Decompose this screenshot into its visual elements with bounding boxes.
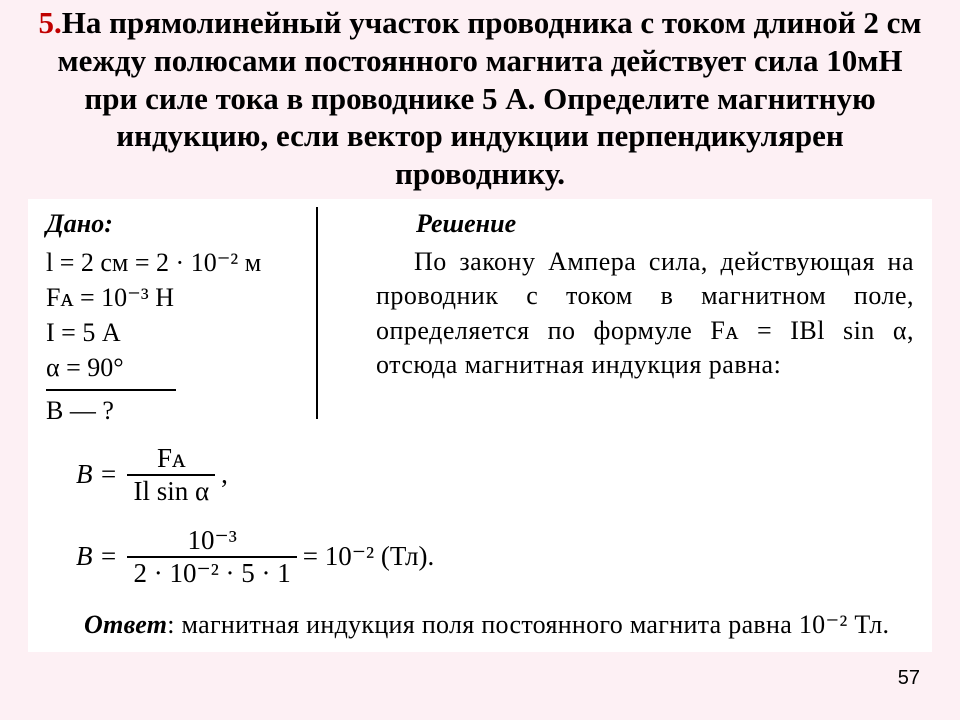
given-header: Дано: [46,209,346,239]
problem-number: 5. [39,5,62,40]
given-column: Дано: l = 2 см = 2 · 10⁻² м Fᴀ = 10⁻³ Н … [46,209,346,428]
given-solution-row: Дано: l = 2 см = 2 · 10⁻² м Fᴀ = 10⁻³ Н … [46,209,914,428]
given-i: I = 5 А [46,315,346,350]
formula-2-top: 10⁻³ [181,525,242,556]
given-f: Fᴀ = 10⁻³ Н [46,280,346,315]
answer-label: Ответ [84,610,167,639]
solution-paragraph: По закону Ампера сила, действующая на пр… [376,245,914,382]
solution-box: Дано: l = 2 см = 2 · 10⁻² м Fᴀ = 10⁻³ Н … [28,199,932,652]
formula-1-lhs: B = [76,459,117,490]
formula-block: B = Fᴀ Il sin α , B = 10⁻³ 2 · 10⁻² · 5 … [76,443,914,589]
formula-2: B = 10⁻³ 2 · 10⁻² · 5 · 1 = 10⁻² (Тл). [76,525,914,589]
answer-text: : магнитная индукция поля постоянного ма… [167,610,889,639]
page-number: 57 [898,667,920,690]
problem-statement: 5.На прямолинейный участок проводника с … [28,4,932,193]
solution-header: Решение [416,209,914,239]
formula-2-lhs: B = [76,541,117,572]
formula-2-tail: = 10⁻² (Тл). [303,541,434,572]
formula-1-tail: , [221,459,228,490]
given-l: l = 2 см = 2 · 10⁻² м [46,245,346,280]
given-alpha: α = 90° [46,350,346,385]
problem-text: На прямолинейный участок проводника с то… [58,5,922,191]
formula-1-top: Fᴀ [151,443,192,474]
slide-page: 5.На прямолинейный участок проводника с … [0,0,960,720]
given-unknown: B — ? [46,393,346,428]
given-rule [46,389,176,391]
solution-column: Решение По закону Ампера сила, действующ… [346,209,914,428]
answer-block: Ответ: магнитная индукция поля постоянно… [46,607,914,642]
solution-paragraph-text: По закону Ампера сила, действующая на пр… [376,247,914,379]
formula-1-fraction: Fᴀ Il sin α [127,443,215,507]
formula-1: B = Fᴀ Il sin α , [76,443,914,507]
formula-2-bot: 2 · 10⁻² · 5 · 1 [127,558,296,589]
formula-2-fraction: 10⁻³ 2 · 10⁻² · 5 · 1 [127,525,296,589]
formula-1-bot: Il sin α [127,476,215,507]
